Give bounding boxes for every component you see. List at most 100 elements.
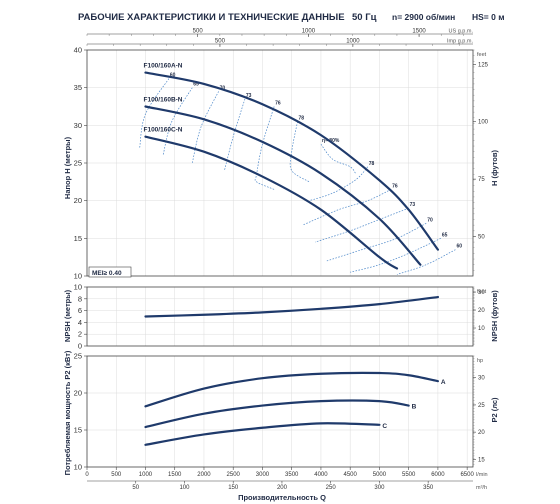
imp-gpm-tick-label: 1000 xyxy=(346,39,360,45)
power-ytick-label: 25 xyxy=(74,352,82,361)
head-y2unit: feet xyxy=(477,52,487,58)
head-ytick-label: 35 xyxy=(74,83,82,92)
npsh-ytick-label: 2 xyxy=(78,330,82,339)
efficiency-line xyxy=(191,91,219,164)
efficiency-label: 70 xyxy=(427,217,433,223)
power-y2tick-label: 20 xyxy=(478,430,485,436)
power-y2unit: hp xyxy=(477,358,483,364)
power-curve-b xyxy=(144,399,410,429)
efficiency-line xyxy=(396,249,456,275)
head-y2label: H (футов) xyxy=(490,150,499,186)
head-ylabel: Напор H (метры) xyxy=(63,136,72,199)
x-tick-label: 2500 xyxy=(227,472,241,478)
efficiency-label: 73 xyxy=(246,93,252,99)
power-y2tick-label: 30 xyxy=(478,376,485,382)
power-curve-c xyxy=(144,422,381,446)
x-tick-label: 4500 xyxy=(344,472,358,478)
efficiency-label: 78 xyxy=(299,116,305,122)
efficiency-line xyxy=(289,121,310,183)
head-ytick-label: 25 xyxy=(74,159,82,168)
npsh-curve-npsh xyxy=(144,295,440,318)
x-tick-label: 500 xyxy=(111,472,122,478)
npsh-ytick-label: 6 xyxy=(78,306,82,315)
curve-label: F100/160B-N xyxy=(143,97,182,104)
x2-tick-label: 300 xyxy=(374,485,385,491)
x2-tick-label: 100 xyxy=(179,485,190,491)
frequency-label: 50 Гц xyxy=(352,12,377,23)
npsh-y2label: NPSH (футов) xyxy=(490,290,499,342)
x2-unit: m³/h xyxy=(476,485,487,491)
power-frame xyxy=(86,355,474,468)
curve-label: C xyxy=(382,423,387,430)
x-tick-label: 4000 xyxy=(314,472,328,478)
npsh-y2tick-label: 30 xyxy=(478,290,485,296)
x-tick-label: 3500 xyxy=(285,472,299,478)
us-gpm-tick-label: 500 xyxy=(193,29,204,35)
hs-label: HS= 0 м xyxy=(472,12,505,22)
head-ytick-label: 30 xyxy=(74,121,82,130)
efficiency-line xyxy=(326,222,427,262)
efficiency-line xyxy=(350,238,441,273)
power-ytick-label: 10 xyxy=(74,463,82,472)
efficiency-line xyxy=(224,98,246,171)
efficiency-label: 78 xyxy=(369,161,375,167)
efficiency-label: 73 xyxy=(410,202,416,208)
npsh-y2tick-label: 10 xyxy=(478,326,485,332)
npsh-y2tick-label: 20 xyxy=(478,308,485,314)
curve-label: F100/160A-N xyxy=(143,63,182,70)
head-y2tick-label: 125 xyxy=(478,62,489,68)
x2-tick-label: 350 xyxy=(423,485,434,491)
x-tick-label: 5500 xyxy=(402,472,416,478)
x-tick-label: 5000 xyxy=(373,472,387,478)
npsh-ylabel: NPSH (метры) xyxy=(63,289,72,342)
mei-badge xyxy=(88,266,132,278)
head-y2tick-label: 50 xyxy=(478,235,485,241)
power-panel: 10 15 20 25 15 20 25 30 hp A B C xyxy=(74,352,486,472)
efficiency-line xyxy=(309,166,368,202)
head-ytick-label: 20 xyxy=(74,196,82,205)
x2-tick-label: 200 xyxy=(277,485,288,491)
power-y2tick-label: 25 xyxy=(478,403,485,409)
efficiency-label: 76 xyxy=(275,101,281,107)
head-ytick-label: 10 xyxy=(74,272,82,281)
head-panel: 10 15 20 25 30 35 40 50 75 100 125 feet 60 65 70 73 76 78… xyxy=(74,46,489,281)
x2-tick-label: 150 xyxy=(228,485,239,491)
bottom-flow-axes: 0 500 1000 1500 2000 2500 3000 3500 4000 4500 5000… xyxy=(85,467,488,491)
us-gpm-tick-label: 1000 xyxy=(302,29,316,35)
x-tick-label: 2000 xyxy=(197,472,211,478)
efficiency-label: 76 xyxy=(392,183,398,189)
x2-tick-label: 250 xyxy=(326,485,337,491)
head-y2tick-label: 75 xyxy=(478,177,485,183)
imp-gpm-tick-label: 500 xyxy=(215,39,226,45)
power-y2tick-label: 15 xyxy=(478,457,485,463)
power-ytick-label: 20 xyxy=(74,389,82,398)
efficiency-label: 60 xyxy=(170,73,176,79)
head-curve-f100-160a-n xyxy=(144,71,440,251)
efficiency-line xyxy=(162,87,193,156)
x2-tick-label: 50 xyxy=(132,485,139,491)
us-gpm-unit: US g.p.m. xyxy=(449,29,474,35)
head-curve-f100-160c-n xyxy=(144,135,399,270)
x-unit: l/min xyxy=(476,472,488,478)
chart-title: РАБОЧИЕ ХАРАКТЕРИСТИКИ И ТЕХНИЧЕСКИЕ ДАН… xyxy=(78,12,345,23)
x-tick-label: 0 xyxy=(85,472,89,478)
x-tick-label: 3000 xyxy=(256,472,270,478)
x-tick-label: 1000 xyxy=(139,472,153,478)
x-axis-label: Производительность Q xyxy=(238,493,326,502)
npsh-y2unit: feet xyxy=(477,289,487,295)
top-flow-axes: 500 1000 1500 500 1000 US g.p.m. Imp g.p.m. xyxy=(86,29,474,47)
power-ytick-label: 15 xyxy=(74,426,82,435)
efficiency-label: 65 xyxy=(193,82,199,88)
efficiency-line xyxy=(139,78,170,148)
imp-gpm-unit: Imp g.p.m. xyxy=(447,39,473,45)
curve-label: A xyxy=(441,379,446,386)
x-tick-label: 6500 xyxy=(460,472,474,478)
x-tick-label: 1500 xyxy=(168,472,182,478)
head-y2tick-label: 100 xyxy=(478,120,489,126)
curve-label: B xyxy=(412,404,417,411)
curve-label: F100/160C-N xyxy=(143,127,182,134)
head-curve-f100-160b-n xyxy=(144,105,422,266)
power-curve-a xyxy=(144,371,440,408)
